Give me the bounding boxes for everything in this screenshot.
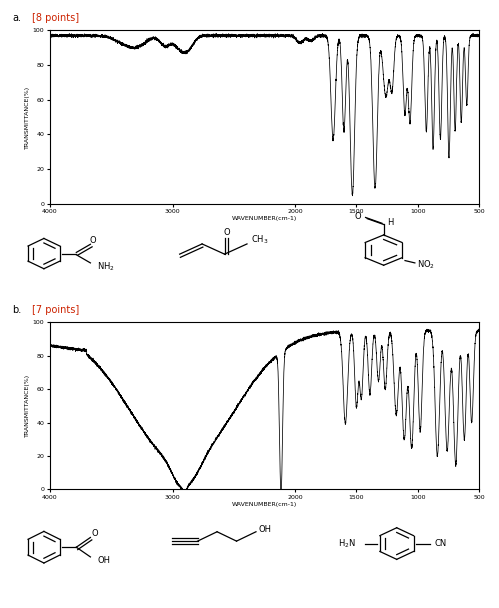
Text: O: O [90, 237, 96, 245]
Text: [7 points]: [7 points] [32, 305, 80, 315]
Text: OH: OH [259, 525, 272, 534]
Text: H$_2$N: H$_2$N [338, 537, 356, 550]
Text: OH: OH [97, 556, 110, 565]
Text: O: O [354, 212, 361, 221]
Text: CN: CN [434, 539, 447, 548]
X-axis label: WAVENUMBER(cm-1): WAVENUMBER(cm-1) [232, 502, 297, 507]
X-axis label: WAVENUMBER(cm-1): WAVENUMBER(cm-1) [232, 216, 297, 221]
Text: a.: a. [12, 13, 21, 23]
Text: [8 points]: [8 points] [32, 13, 79, 23]
Text: b.: b. [12, 305, 22, 315]
Text: NO$_2$: NO$_2$ [417, 259, 435, 272]
Y-axis label: TRANSMITTANCE(%): TRANSMITTANCE(%) [25, 375, 30, 437]
Text: H: H [387, 218, 393, 227]
Text: NH$_2$: NH$_2$ [97, 260, 115, 272]
Y-axis label: TRANSMITTANCE(%): TRANSMITTANCE(%) [25, 86, 30, 148]
Text: O: O [223, 228, 230, 237]
Text: O: O [91, 530, 98, 538]
Text: CH$_3$: CH$_3$ [251, 234, 269, 246]
